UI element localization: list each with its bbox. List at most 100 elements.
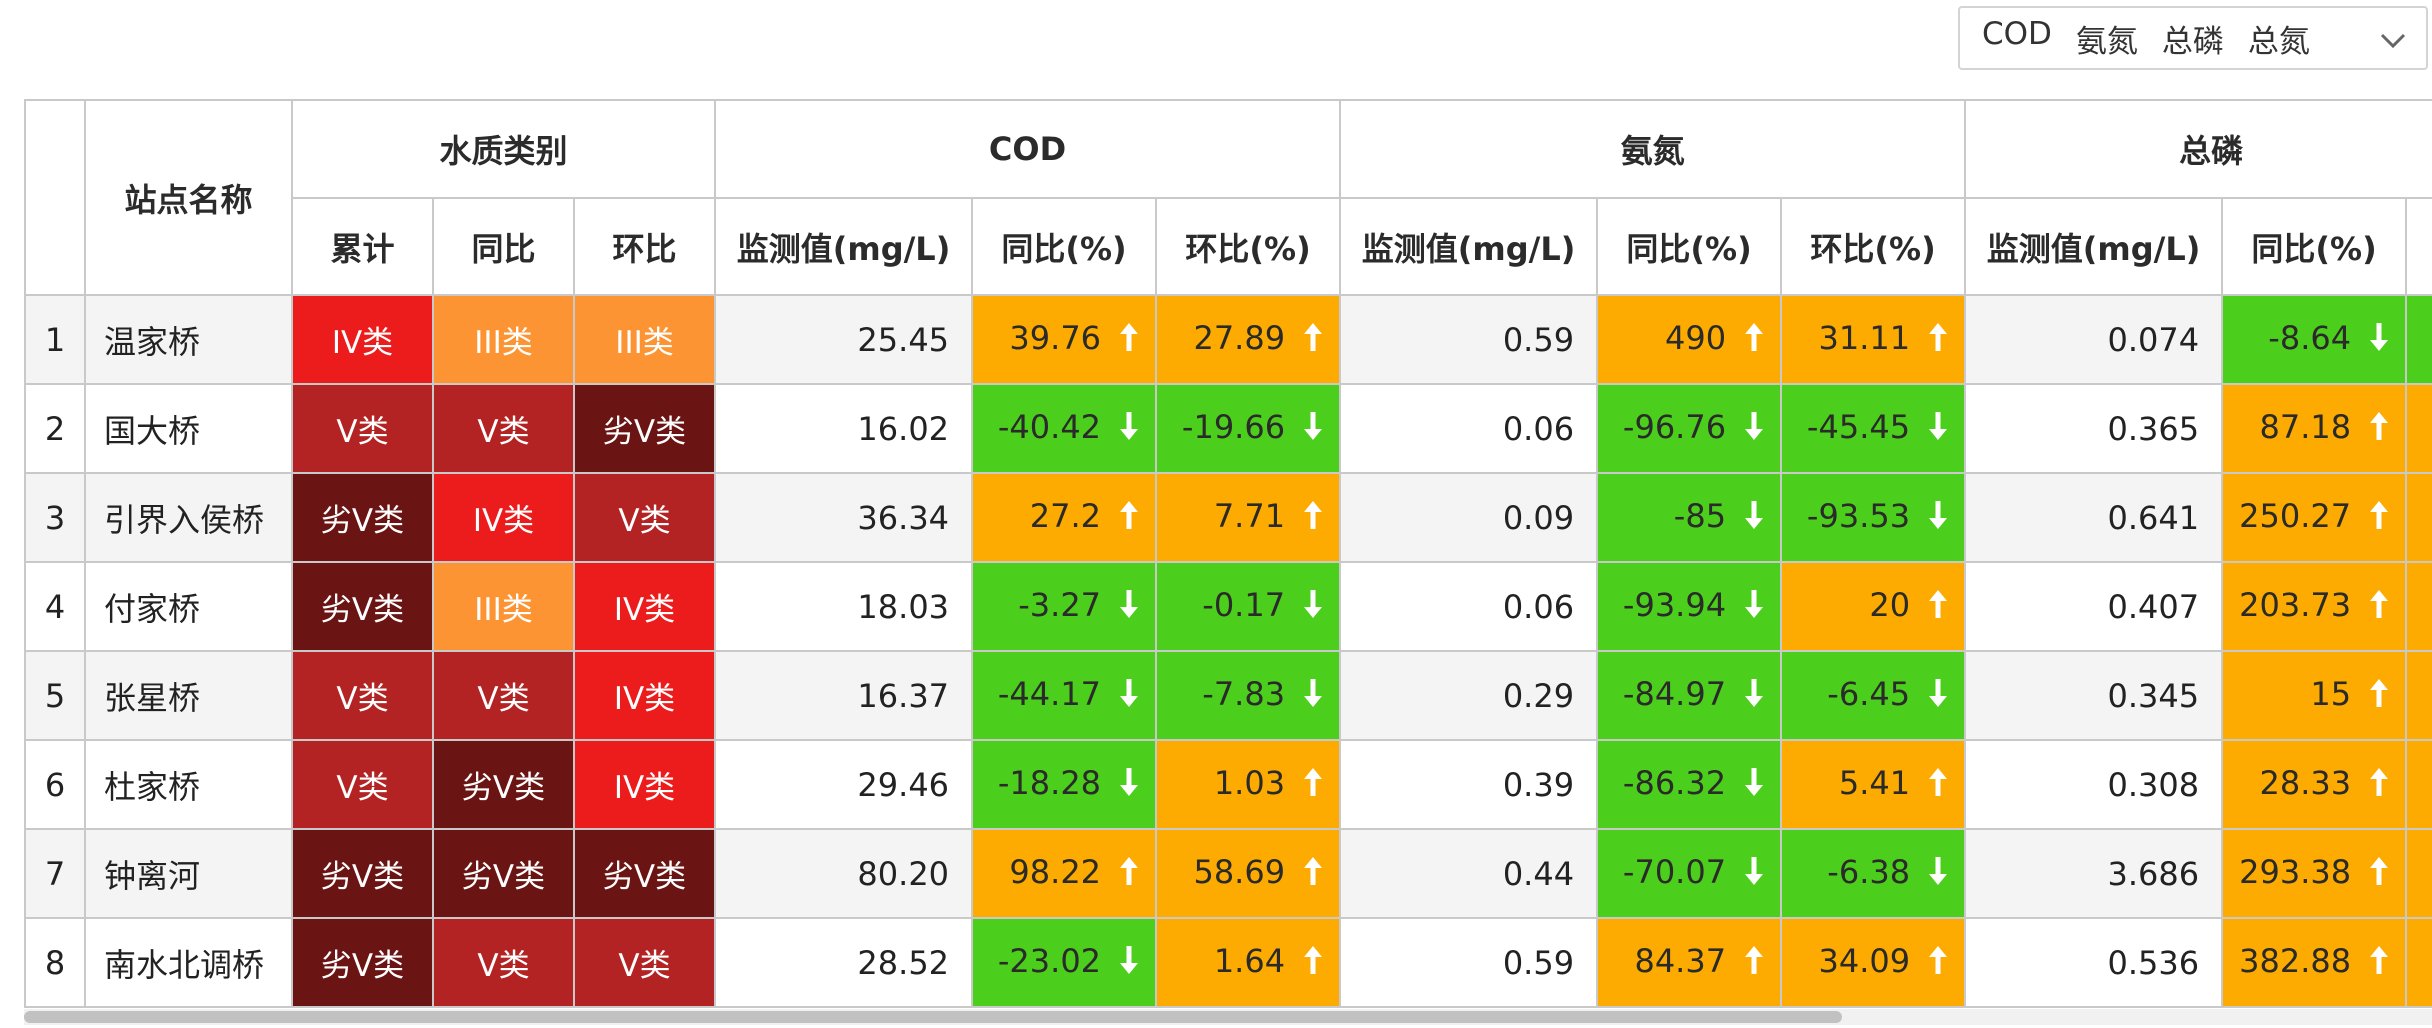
arrow-down-icon [1744, 588, 1764, 628]
row-index: 8 [24, 917, 86, 1008]
change-value: 58.69 [1193, 852, 1286, 891]
cod-mom-change: 58.69 [1155, 828, 1342, 919]
table-row[interactable]: 8 南水北调桥 劣V类 V类 V类 28.52 -23.02 1.64 0.59 84.37 34.… [24, 917, 2432, 1008]
table-row[interactable]: 5 张星桥 V类 V类 IV类 16.37 -44.17 -7.83 0.29 -84.97 -6.… [24, 650, 2432, 741]
station-name: 南水北调桥 [84, 917, 293, 1008]
change-value: 490 [1664, 318, 1727, 357]
arrow-up-icon [1303, 499, 1323, 539]
change-value: -19.66 [1181, 407, 1286, 446]
nh-monitor-value: 0.59 [1339, 917, 1599, 1008]
arrow-down-icon [1928, 410, 1948, 450]
tp-yoy-change: 250.27 [2221, 472, 2408, 563]
arrow-up-icon [1303, 321, 1323, 361]
tp-mom-change [2405, 472, 2432, 563]
arrow-up-icon [1928, 588, 1948, 628]
tp-mom-change [2405, 917, 2432, 1008]
water-class-badge: III类 [432, 561, 575, 652]
cod-mom-change: -0.17 [1155, 561, 1342, 652]
change-value: 28.33 [2259, 763, 2352, 802]
arrow-down-icon [1928, 855, 1948, 895]
cod-monitor-value: 18.03 [714, 561, 974, 652]
cod-monitor-value: 16.02 [714, 383, 974, 474]
nh-mom-change: -45.45 [1780, 383, 1967, 474]
nh-monitor-value: 0.09 [1339, 472, 1599, 563]
change-value: -6.38 [1827, 852, 1911, 891]
param-tag-phosphorus: 总磷 [2161, 23, 2224, 60]
change-value: 1.03 [1213, 763, 1286, 802]
arrow-up-icon [2369, 677, 2389, 717]
arrow-down-icon [1303, 410, 1323, 450]
ammonia-mom-header: 环比(%) [1780, 197, 1967, 296]
arrow-up-icon [2369, 766, 2389, 806]
arrow-up-icon [2369, 944, 2389, 984]
arrow-down-icon [1303, 677, 1323, 717]
nh-monitor-value: 0.29 [1339, 650, 1599, 741]
nh-monitor-value: 0.06 [1339, 561, 1599, 652]
water-class-badge: V类 [432, 917, 575, 1008]
class-yoy-header: 同比 [432, 197, 575, 296]
tp-monitor-value: 0.365 [1964, 383, 2224, 474]
tp-monitor-value: 0.641 [1964, 472, 2224, 563]
water-class-badge: V类 [291, 650, 434, 741]
change-value: -7.83 [1202, 674, 1286, 713]
change-value: -85 [1673, 496, 1727, 535]
table-row[interactable]: 7 钟离河 劣V类 劣V类 劣V类 80.20 98.22 58.69 0.44 -70.07 -6… [24, 828, 2432, 919]
water-class-badge: V类 [291, 383, 434, 474]
water-class-badge: IV类 [572, 561, 717, 652]
tp-monitor-value: 3.686 [1964, 828, 2224, 919]
change-value: -96.76 [1622, 407, 1727, 446]
change-value: -70.07 [1622, 852, 1727, 891]
nh-yoy-change: 490 [1596, 294, 1783, 385]
change-value: 15 [2310, 674, 2352, 713]
nh-mom-change: 31.11 [1780, 294, 1967, 385]
cod-monitor-value: 36.34 [714, 472, 974, 563]
change-value: -3.27 [1018, 585, 1102, 624]
change-value: -93.94 [1622, 585, 1727, 624]
table-row[interactable]: 6 杜家桥 V类 劣V类 IV类 29.46 -18.28 1.03 0.39 -86.32 5.4… [24, 739, 2432, 830]
cumulative-header: 累计 [291, 197, 434, 296]
nh-yoy-change: -84.97 [1596, 650, 1783, 741]
change-value: 87.18 [2259, 407, 2352, 446]
cod-yoy-change: 27.2 [971, 472, 1158, 563]
water-class-badge: V类 [432, 383, 575, 474]
change-value: 31.11 [1818, 318, 1911, 357]
table-row[interactable]: 3 引界入侯桥 劣V类 IV类 V类 36.34 27.2 7.71 0.09 -85 -93.53… [24, 472, 2432, 563]
station-name: 杜家桥 [84, 739, 293, 830]
nh-yoy-change: -96.76 [1596, 383, 1783, 474]
change-value: 293.38 [2239, 852, 2352, 891]
water-class-badge: 劣V类 [291, 828, 434, 919]
horizontal-scrollbar[interactable] [24, 1009, 2432, 1025]
table-row[interactable]: 4 付家桥 劣V类 III类 IV类 18.03 -3.27 -0.17 0.06 -93.94 2… [24, 561, 2432, 652]
phosphorus-mom-header [2405, 197, 2432, 296]
phosphorus-header: 总磷 [1964, 99, 2432, 199]
change-value: -86.32 [1622, 763, 1727, 802]
arrow-up-icon [1744, 944, 1764, 984]
table-row[interactable]: 2 国大桥 V类 V类 劣V类 16.02 -40.42 -19.66 0.06 -96.76 -4… [24, 383, 2432, 474]
change-value: 20 [1869, 585, 1911, 624]
cod-header: COD [714, 99, 1342, 199]
tp-yoy-change: 203.73 [2221, 561, 2408, 652]
water-class-badge: V类 [572, 917, 717, 1008]
ammonia-yoy-header: 同比(%) [1596, 197, 1783, 296]
change-value: 98.22 [1009, 852, 1102, 891]
arrow-down-icon [1303, 588, 1323, 628]
chevron-down-icon[interactable] [2378, 25, 2408, 55]
arrow-up-icon [2369, 410, 2389, 450]
scrollbar-thumb[interactable] [24, 1011, 1842, 1023]
parameter-select[interactable]: COD 氨氮 总磷 总氮 [1958, 6, 2428, 70]
change-value: 39.76 [1009, 318, 1102, 357]
station-name: 张星桥 [84, 650, 293, 741]
water-class-badge: V类 [291, 739, 434, 830]
cod-mom-change: 7.71 [1155, 472, 1342, 563]
cod-monitor-value: 29.46 [714, 739, 974, 830]
tp-yoy-change: 28.33 [2221, 739, 2408, 830]
cod-mom-header: 环比(%) [1155, 197, 1342, 296]
tp-mom-change [2405, 383, 2432, 474]
cod-value-header: 监测值(mg/L) [714, 197, 974, 296]
ammonia-value-header: 监测值(mg/L) [1339, 197, 1599, 296]
arrow-down-icon [2369, 321, 2389, 361]
change-value: 84.37 [1634, 941, 1727, 980]
ammonia-header: 氨氮 [1339, 99, 1967, 199]
table-row[interactable]: 1 温家桥 IV类 III类 III类 25.45 39.76 27.89 0.59 490 31.… [24, 294, 2432, 385]
station-name: 付家桥 [84, 561, 293, 652]
